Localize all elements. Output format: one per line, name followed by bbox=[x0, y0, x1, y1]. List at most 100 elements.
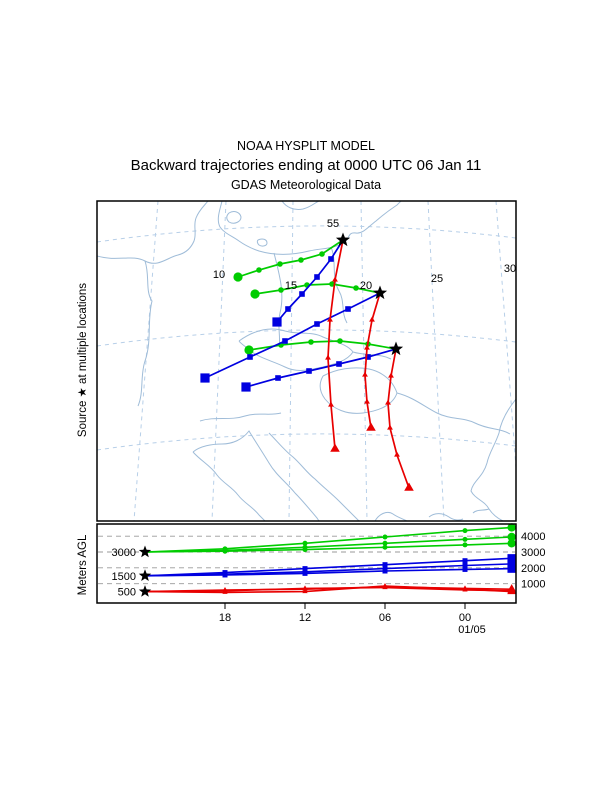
trajectory-marker-circle bbox=[250, 289, 260, 299]
profile-panel-border bbox=[96, 523, 517, 604]
profile-yaxis-label: 3000 bbox=[521, 547, 545, 559]
graticule-label: 25 bbox=[431, 273, 443, 285]
coast-blacksea-west bbox=[470, 398, 516, 521]
trajectory-marker-square bbox=[314, 321, 320, 327]
trajectory-marker-square bbox=[314, 274, 320, 280]
trajectory-marker-square bbox=[328, 256, 334, 262]
trajectory-marker-circle bbox=[382, 540, 388, 546]
title-main: Backward trajectories ending at 0000 UTC… bbox=[131, 157, 482, 174]
profile-start-height-label: 3000 bbox=[112, 547, 136, 559]
trajectory-marker-circle bbox=[302, 540, 308, 546]
graticule-label: 10 bbox=[213, 269, 225, 281]
profile-line-B1 bbox=[144, 557, 512, 577]
trajectory-marker-square bbox=[302, 566, 308, 572]
profile-yaxis-label: 1000 bbox=[521, 579, 545, 591]
trajectory-marker-square bbox=[241, 382, 251, 392]
trajectory-marker-square bbox=[222, 572, 228, 578]
graticule-meridians bbox=[133, 201, 516, 521]
trajectory-marker-circle bbox=[298, 257, 304, 263]
profile-line-R3 bbox=[144, 585, 512, 594]
title-meteo: GDAS Meteorological Data bbox=[231, 178, 381, 192]
graticule-label: 30 bbox=[504, 263, 516, 275]
trajectory-path-R3 bbox=[387, 348, 410, 489]
trajectory-marker-circle bbox=[507, 539, 516, 548]
source-side-label: Source ★ at multiple locations bbox=[77, 283, 89, 437]
trajectory-marker-square bbox=[382, 562, 388, 568]
trajectory-marker-triangle bbox=[507, 586, 517, 595]
source-stars bbox=[335, 232, 404, 356]
trajectory-marker-triangle bbox=[325, 354, 331, 360]
trajectory-path-R2 bbox=[364, 292, 381, 429]
profile-yaxis-label: 2000 bbox=[521, 563, 545, 575]
source-star bbox=[335, 232, 351, 247]
trajectory-marker-triangle bbox=[302, 588, 308, 594]
graticule-label: 55 bbox=[327, 218, 339, 230]
profile-date-label: 01/05 bbox=[458, 624, 486, 636]
profile-line-G1 bbox=[144, 526, 512, 553]
trajectory-marker-circle bbox=[222, 548, 228, 554]
trajectory-marker-square bbox=[462, 558, 468, 564]
map-trajectories bbox=[200, 239, 414, 491]
trajectory-marker-circle bbox=[462, 536, 468, 542]
profile-start-star bbox=[138, 569, 152, 581]
trajectory-marker-triangle bbox=[366, 422, 376, 431]
trajectory-marker-circle bbox=[337, 338, 343, 344]
trajectory-marker-circle bbox=[353, 285, 359, 291]
trajectory-marker-circle bbox=[244, 345, 254, 355]
title-model: NOAA HYSPLIT MODEL bbox=[237, 139, 375, 153]
profile-line-G3 bbox=[144, 542, 512, 553]
trajectory-marker-square bbox=[275, 375, 281, 381]
trajectory-marker-square bbox=[336, 361, 342, 367]
border-danube-east bbox=[396, 392, 511, 435]
trajectory-marker-triangle bbox=[385, 399, 391, 405]
trajectory-marker-triangle bbox=[404, 482, 414, 491]
trajectory-marker-square bbox=[302, 570, 308, 576]
profile-line-B3 bbox=[144, 567, 512, 577]
trajectory-marker-circle bbox=[462, 542, 468, 548]
border-germany-poland bbox=[273, 252, 283, 347]
trajectory-marker-circle bbox=[308, 339, 314, 345]
profile-xtick-label: 12 bbox=[299, 612, 311, 624]
coast-baltic-south bbox=[217, 201, 402, 255]
trajectory-marker-square bbox=[247, 354, 253, 360]
graticule-parallels bbox=[97, 225, 516, 451]
profile-xtick-label: 18 bbox=[219, 612, 231, 624]
trajectory-marker-square bbox=[462, 566, 468, 572]
border-alps bbox=[199, 412, 282, 422]
trajectory-marker-square bbox=[285, 306, 291, 312]
trajectory-marker-square bbox=[299, 291, 305, 297]
trajectory-marker-triangle bbox=[387, 424, 393, 430]
trajectory-marker-circle bbox=[277, 261, 283, 267]
graticule-labels: 55 10 15 20 25 30 bbox=[213, 218, 516, 292]
trajectory-path-B2 bbox=[204, 292, 381, 379]
trajectory-marker-circle bbox=[507, 532, 516, 542]
trajectory-marker-triangle bbox=[394, 451, 400, 457]
trajectory-marker-square bbox=[282, 338, 288, 344]
profile-xtick-label: 06 bbox=[379, 612, 391, 624]
border-slovakia bbox=[352, 351, 392, 360]
trajectory-marker-circle bbox=[302, 547, 308, 553]
trajectory-marker-triangle bbox=[388, 372, 394, 378]
trajectory-marker-triangle bbox=[362, 371, 368, 377]
graticule-label: 15 bbox=[285, 280, 297, 292]
trajectory-marker-circle bbox=[507, 523, 516, 532]
graticule bbox=[97, 201, 516, 521]
trajectory-marker-circle bbox=[329, 281, 335, 287]
trajectory-marker-circle bbox=[278, 287, 284, 293]
coast-northsea-denmark bbox=[97, 201, 209, 264]
trajectory-marker-square bbox=[306, 368, 312, 374]
graticule-label: 20 bbox=[360, 280, 372, 292]
profile-start-star bbox=[138, 585, 152, 597]
trajectory-marker-triangle bbox=[332, 276, 338, 282]
trajectory-path-R1 bbox=[327, 239, 344, 450]
trajectory-marker-square bbox=[507, 554, 516, 563]
profile-yaxis-label: 4000 bbox=[521, 531, 545, 543]
trajectory-marker-triangle bbox=[364, 344, 370, 350]
trajectory-marker-circle bbox=[462, 528, 468, 534]
meters-agl-side-label: Meters AGL bbox=[77, 534, 89, 595]
trajectory-marker-square bbox=[462, 562, 468, 568]
trajectory-marker-triangle bbox=[302, 585, 308, 590]
source-star bbox=[372, 285, 388, 300]
profile-start-star bbox=[138, 545, 152, 558]
